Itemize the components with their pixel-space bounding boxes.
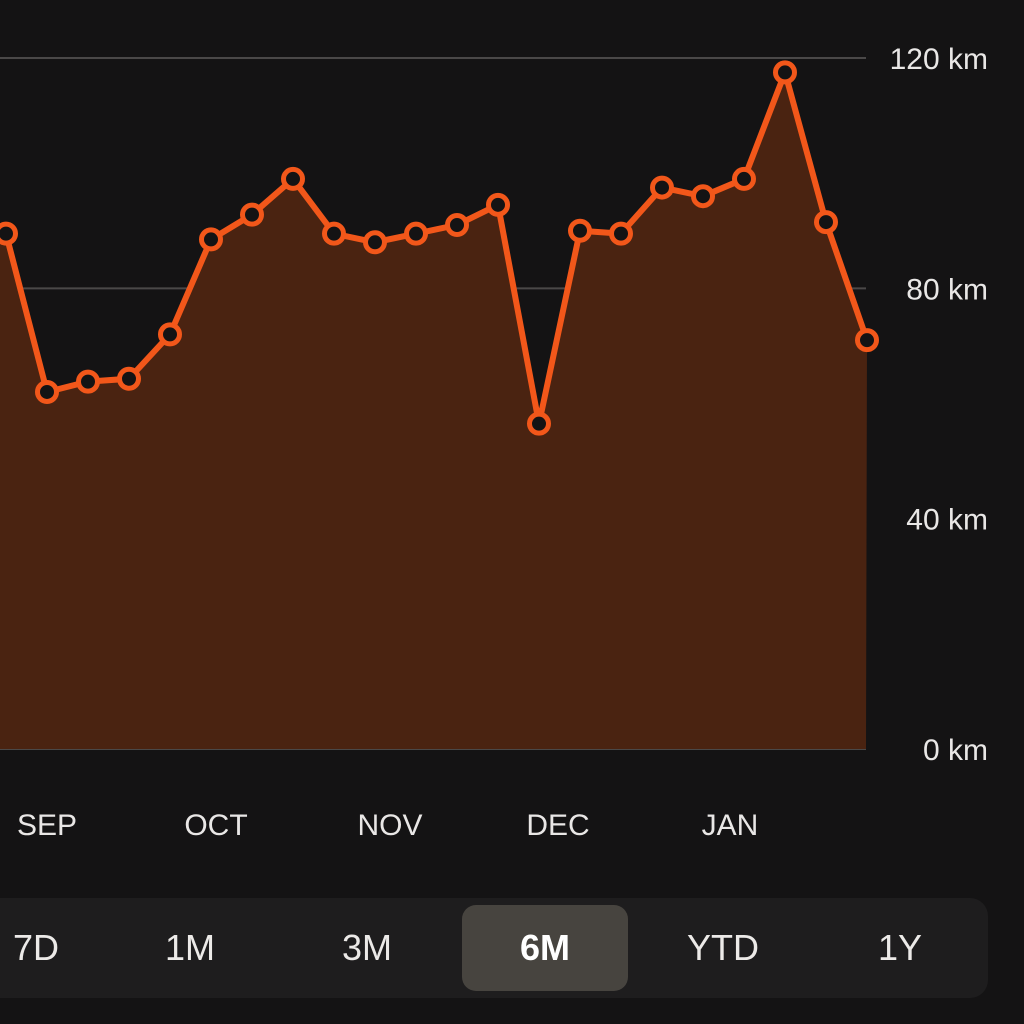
range-7d-button[interactable]: 7D [12,927,60,968]
range-6m-button[interactable]: 6M [462,905,628,991]
x-tick-label: DEC [526,809,589,842]
data-point [486,192,510,217]
data-point [158,322,182,347]
data-point [650,175,674,200]
data-point [322,221,346,246]
y-tick-label: 80 km [906,273,988,306]
range-3m-button[interactable]: 3M [341,927,392,968]
y-tick-label: 0 km [923,734,988,767]
data-point [117,366,141,391]
y-axis-ticks: 120 km 80 km 40 km 0 km [890,43,988,767]
data-point [281,166,305,191]
data-point [76,369,100,394]
data-point [363,230,387,255]
data-point [240,202,264,227]
data-point [404,221,428,246]
data-point [527,411,551,436]
data-point [732,166,756,191]
data-point [199,227,223,252]
distance-chart: 120 km 80 km 40 km 0 km SEP OCT NOV DEC JAN [0,43,988,842]
data-point [35,379,59,404]
data-point [691,184,715,209]
x-tick-label: OCT [184,809,247,842]
data-point [445,212,469,237]
x-tick-label: SEP [17,809,77,842]
data-point [0,221,18,246]
data-point [814,210,838,235]
data-point [773,60,797,85]
data-point [568,218,592,243]
range-ytd-button[interactable]: YTD [687,927,759,968]
y-tick-label: 40 km [906,504,988,537]
x-tick-label: JAN [702,809,759,842]
distance-line [3,69,870,427]
data-point [855,328,879,353]
range-1m-button[interactable]: 1M [164,927,215,968]
data-point [609,221,633,246]
range-1y-button[interactable]: 1Y [877,927,923,968]
x-axis-month-labels: SEP OCT NOV DEC JAN [17,809,758,842]
y-tick-label: 120 km [890,43,988,76]
data-points [0,60,879,436]
x-tick-label: NOV [357,809,422,842]
